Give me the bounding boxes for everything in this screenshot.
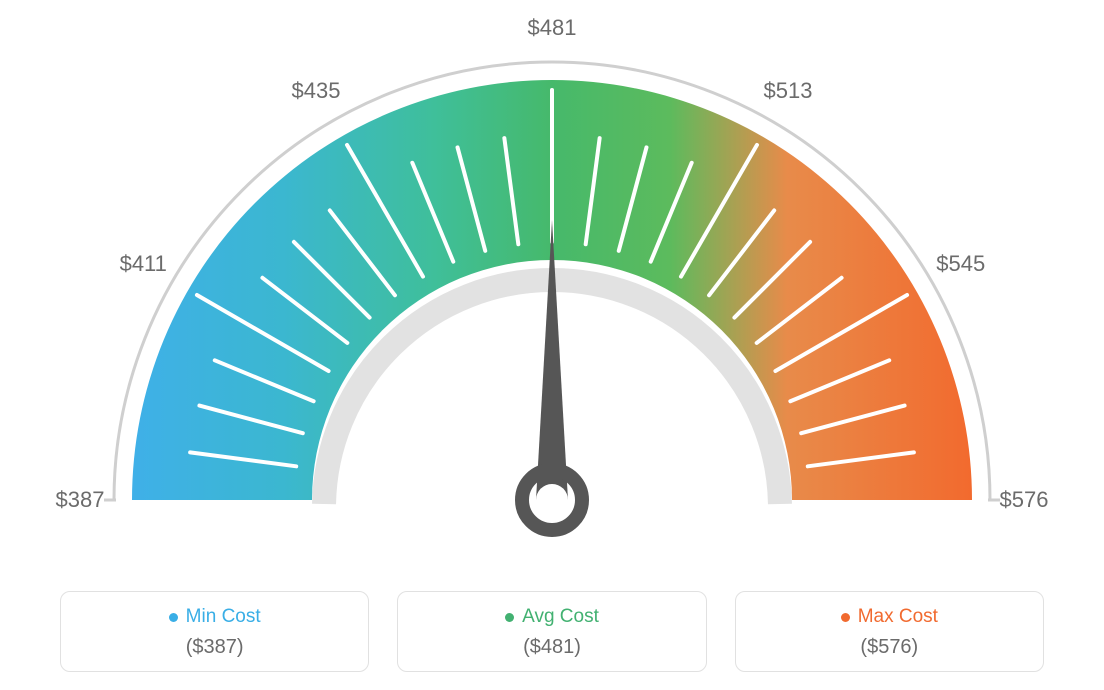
cost-gauge-widget: $387 $411 $435 $481 $513 $545 $576 Min Cost ($…: [0, 0, 1104, 690]
scale-label: $513: [764, 78, 813, 104]
legend-avg-value: ($481): [408, 636, 695, 659]
scale-label: $576: [1000, 487, 1049, 513]
scale-label: $481: [528, 15, 577, 41]
legend-max-label: Max Cost: [858, 606, 938, 628]
scale-label: $545: [936, 251, 985, 277]
gauge-svg: [52, 0, 1052, 580]
dot-icon: [841, 613, 850, 622]
dot-icon: [505, 613, 514, 622]
scale-label: $387: [56, 487, 105, 513]
legend-min-title: Min Cost: [169, 606, 261, 628]
legend-avg-card: Avg Cost ($481): [397, 591, 706, 672]
legend-avg-title: Avg Cost: [505, 606, 599, 628]
legend-max-title: Max Cost: [841, 606, 938, 628]
dot-icon: [169, 613, 178, 622]
scale-label: $411: [120, 251, 167, 277]
legend-min-label: Min Cost: [186, 606, 261, 628]
legend-max-card: Max Cost ($576): [735, 591, 1044, 672]
legend-min-card: Min Cost ($387): [60, 591, 369, 672]
gauge: $387 $411 $435 $481 $513 $545 $576: [52, 0, 1052, 580]
legend-avg-label: Avg Cost: [522, 606, 599, 628]
legend: Min Cost ($387) Avg Cost ($481) Max Cost…: [60, 591, 1044, 672]
scale-label: $435: [292, 78, 341, 104]
legend-min-value: ($387): [71, 636, 358, 659]
legend-max-value: ($576): [746, 636, 1033, 659]
